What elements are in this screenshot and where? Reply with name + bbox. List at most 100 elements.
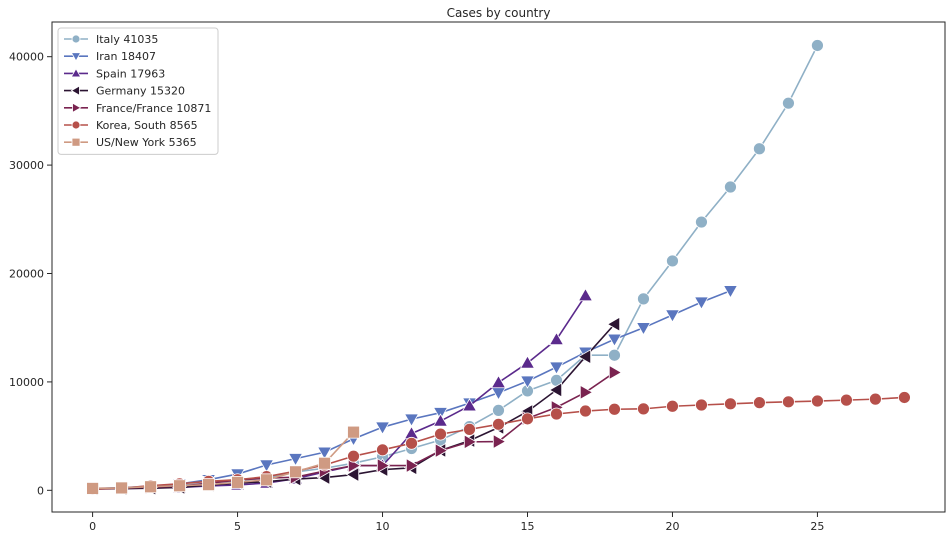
data-point	[722, 285, 739, 299]
data-point	[376, 458, 391, 474]
data-point	[432, 413, 449, 427]
legend-entry: France/France 10871	[64, 102, 211, 115]
legend-label: France/France 10871	[96, 102, 211, 115]
legend-entry: Spain 17963	[64, 67, 165, 80]
legend-label: Korea, South 8565	[96, 119, 198, 132]
data-point	[782, 96, 795, 110]
data-point	[579, 384, 594, 400]
data-point	[519, 375, 536, 389]
legend-label: Germany 15320	[96, 85, 185, 98]
data-point	[347, 449, 360, 463]
data-point	[461, 398, 478, 412]
data-point	[434, 427, 447, 441]
data-point	[637, 292, 650, 306]
legend-marker	[70, 85, 80, 96]
data-point	[521, 412, 534, 426]
data-point	[347, 425, 360, 439]
x-tick-label: 10	[376, 520, 390, 533]
legend-marker	[71, 34, 81, 44]
data-point	[840, 393, 853, 407]
data-point	[405, 436, 418, 450]
data-point	[635, 322, 652, 336]
data-point	[695, 398, 708, 412]
data-point	[202, 478, 215, 492]
data-point	[463, 422, 476, 436]
legend-entry: Italy 41035	[64, 33, 158, 46]
chart-title: Cases by country	[447, 6, 551, 20]
legend-marker	[71, 120, 81, 130]
y-tick-label: 0	[37, 484, 44, 497]
series-2	[85, 287, 594, 495]
data-point	[115, 481, 128, 495]
x-tick-label: 15	[520, 520, 534, 533]
data-point	[898, 391, 911, 404]
legend: Italy 41035 Iran 18407 Spain 17963 Germany …	[57, 27, 219, 155]
series-line	[92, 290, 731, 490]
y-tick-label: 20000	[9, 268, 44, 281]
data-point	[577, 349, 592, 365]
data-point	[289, 465, 302, 479]
data-point	[811, 39, 824, 52]
data-point	[579, 404, 592, 418]
data-point	[318, 456, 331, 470]
data-point	[608, 402, 621, 416]
data-point	[434, 443, 449, 459]
data-point	[492, 417, 505, 431]
data-point	[608, 348, 621, 362]
data-point	[753, 396, 766, 410]
data-point	[519, 355, 536, 369]
y-tick-label: 30000	[9, 159, 44, 172]
data-point	[376, 443, 389, 457]
data-point	[724, 397, 737, 411]
data-point	[231, 475, 244, 489]
data-point	[260, 473, 273, 487]
x-tick-label: 5	[234, 520, 241, 533]
data-point	[637, 402, 650, 416]
legend-entry: Korea, South 8565	[64, 119, 198, 132]
y-tick-label: 40000	[9, 51, 44, 64]
plot-frame	[51, 21, 946, 513]
data-point	[724, 180, 737, 194]
data-point	[869, 392, 882, 406]
data-point	[86, 482, 99, 495]
series-line	[92, 431, 355, 490]
data-point	[811, 394, 824, 408]
data-point	[606, 316, 621, 332]
series-6	[86, 425, 360, 495]
legend-marker	[71, 137, 81, 147]
data-point	[144, 480, 157, 494]
data-point	[173, 479, 186, 493]
data-point	[608, 364, 623, 381]
data-point	[287, 453, 304, 467]
data-point	[753, 142, 766, 156]
data-point	[403, 413, 420, 427]
data-point	[345, 466, 360, 483]
legend-entry: US/New York 5365	[64, 136, 197, 149]
legend-label: Italy 41035	[96, 33, 158, 46]
data-point	[577, 287, 594, 302]
legend-box	[57, 27, 219, 155]
data-point	[666, 254, 679, 268]
data-point	[405, 458, 420, 474]
data-point	[695, 215, 708, 229]
legend-marker	[72, 102, 82, 114]
data-point	[316, 446, 333, 460]
y-tick-label: 10000	[9, 376, 44, 389]
legend-label: Spain 17963	[96, 67, 165, 80]
series-layer	[84, 39, 911, 497]
legend-marker	[70, 67, 82, 78]
data-point	[606, 333, 623, 347]
data-point	[548, 382, 563, 398]
data-point	[550, 407, 563, 421]
data-point	[258, 459, 275, 473]
data-point	[463, 434, 478, 450]
legend-label: Iran 18407	[96, 50, 156, 63]
legend-entry: Germany 15320	[64, 85, 185, 98]
data-point	[693, 296, 710, 310]
data-point	[664, 309, 681, 323]
legend-label: US/New York 5365	[96, 136, 197, 149]
axes: 0 5 10 15 20 25 0 10000 20000 30000 40000	[9, 21, 946, 533]
data-point	[490, 387, 507, 401]
